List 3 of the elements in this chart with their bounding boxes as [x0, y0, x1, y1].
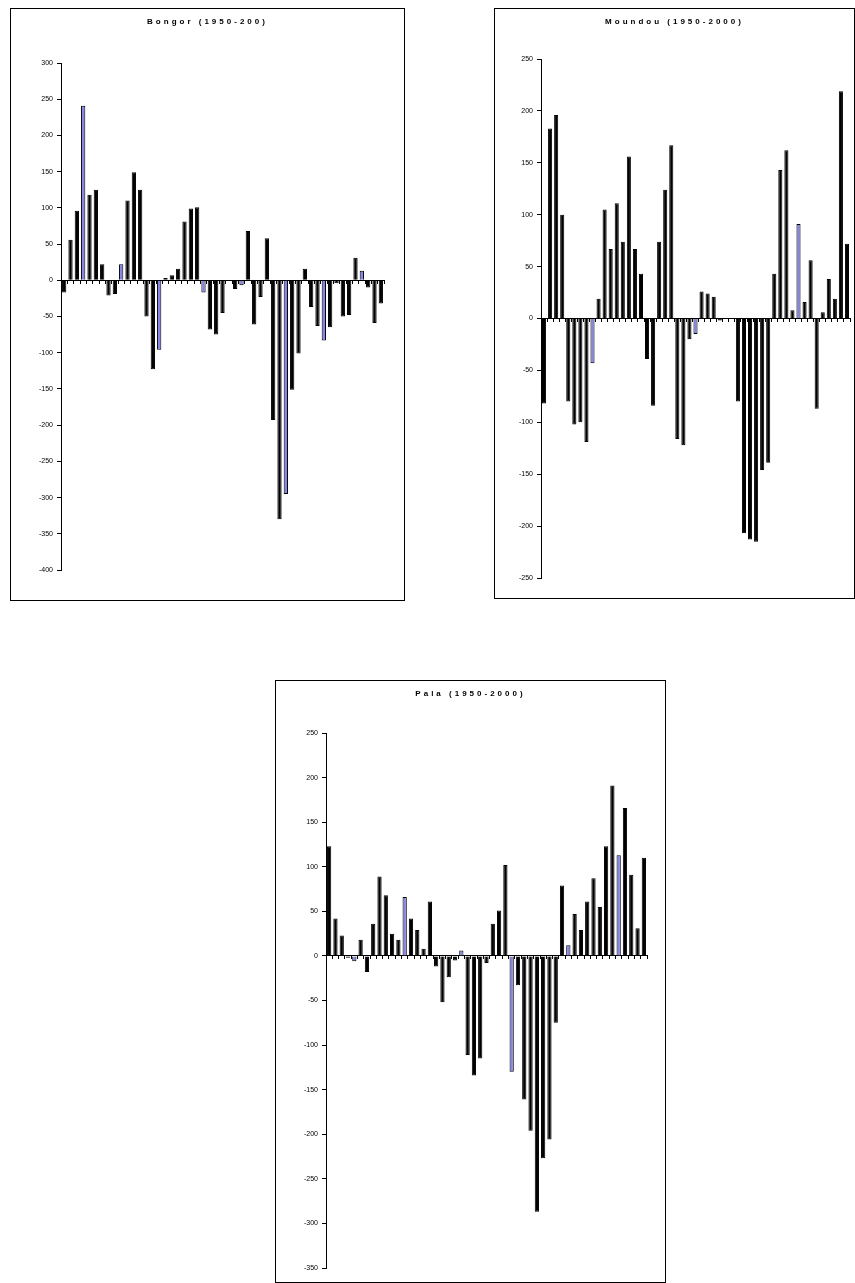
chart-title: Pala (1950-2000) [414, 689, 527, 698]
chart-title: Moundou (1950-2000) [604, 17, 745, 26]
chart-title: Bongor (1950-200) [146, 17, 269, 26]
